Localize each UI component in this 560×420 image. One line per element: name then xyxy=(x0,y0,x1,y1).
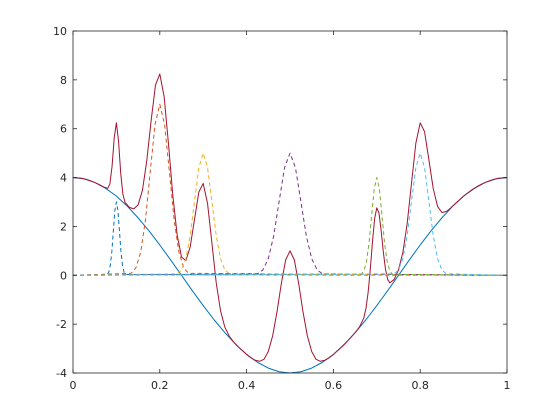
data-line xyxy=(72,152,508,276)
y-tick-label: -2 xyxy=(56,318,67,331)
y-tick-label: 2 xyxy=(60,220,67,233)
y-tick-label: 0 xyxy=(60,269,67,282)
data-line xyxy=(72,73,508,362)
y-tick-label: 10 xyxy=(53,25,67,38)
y-tick-label: 6 xyxy=(60,123,67,136)
x-tick-label: 0.8 xyxy=(411,379,429,392)
x-tick-label: 0.2 xyxy=(151,379,169,392)
data-line xyxy=(72,103,508,276)
y-tick-label: 8 xyxy=(60,74,67,87)
y-tick-label: 4 xyxy=(60,172,67,185)
x-tick-label: 0 xyxy=(70,379,77,392)
data-line xyxy=(72,201,508,276)
plot-area xyxy=(72,73,508,374)
data-line xyxy=(72,152,508,276)
data-line xyxy=(72,152,508,276)
x-tick-label: 0.6 xyxy=(325,379,343,392)
data-line xyxy=(72,177,508,276)
axes-box xyxy=(72,30,508,374)
y-tick-label: -4 xyxy=(56,367,67,380)
x-tick-label: 0.4 xyxy=(238,379,256,392)
x-tick-label: 1 xyxy=(504,379,511,392)
